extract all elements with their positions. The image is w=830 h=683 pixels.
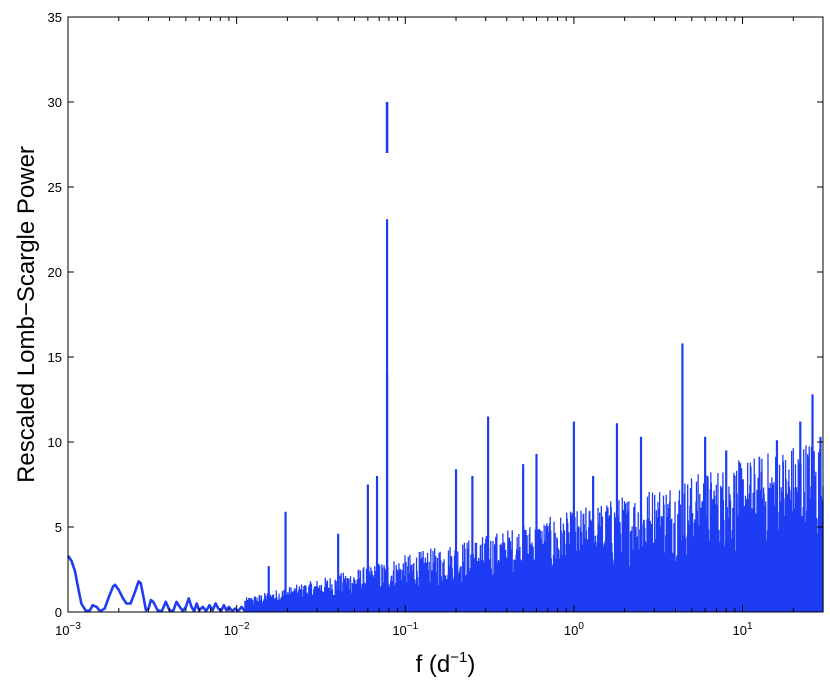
x-axis-label: f (d−1)	[416, 649, 476, 678]
y-axis-label: Rescaled Lomb−Scargle Power	[13, 146, 40, 483]
tick-labels: 0 5 10 15 20 25 30 35 10−3 10−2 10−1 100 101	[48, 10, 753, 638]
y-tick-label: 5	[55, 520, 62, 535]
x-tick-label: 100	[564, 621, 584, 638]
x-tick-label: 101	[733, 621, 753, 638]
x-tick-label: 10−1	[392, 621, 418, 638]
plot-area	[66, 102, 824, 613]
x-tick-label: 10−3	[55, 621, 81, 638]
series-line-low-frequency	[66, 555, 246, 613]
axis-ticks	[67, 16, 824, 613]
y-tick-label: 30	[48, 95, 62, 110]
plot-frame	[67, 16, 824, 613]
y-tick-label: 15	[48, 350, 62, 365]
y-tick-label: 0	[55, 605, 62, 620]
x-tick-label: 10−2	[224, 621, 250, 638]
series-line-periodogram	[244, 441, 824, 612]
y-tick-label: 20	[48, 265, 62, 280]
y-tick-label: 35	[48, 10, 62, 25]
y-tick-label: 25	[48, 180, 62, 195]
y-tick-label: 10	[48, 435, 62, 450]
